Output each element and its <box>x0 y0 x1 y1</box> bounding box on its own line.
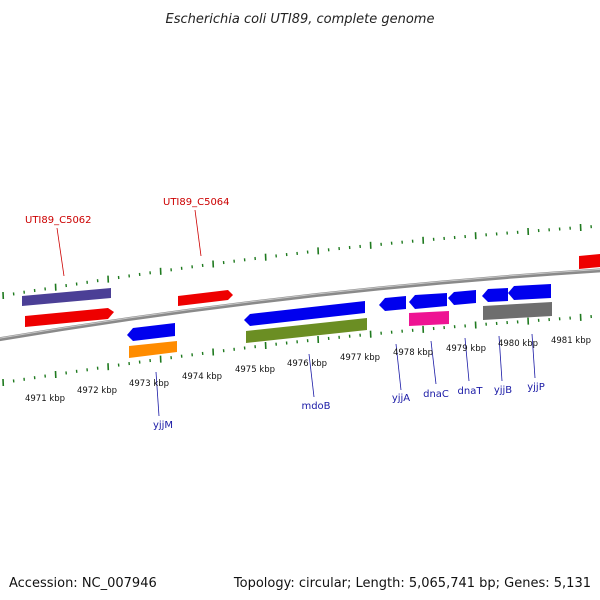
lower-leader-lines <box>155 333 536 417</box>
gene-feature[interactable] <box>178 290 233 306</box>
gene-feature[interactable] <box>379 296 406 311</box>
gene-label[interactable]: yjjM <box>153 420 173 431</box>
gene-feature[interactable] <box>579 254 600 269</box>
gene-feature[interactable] <box>127 323 175 341</box>
kbp-label: 4981 kbp <box>551 336 591 346</box>
gene-feature[interactable] <box>129 341 177 358</box>
gene-feature[interactable] <box>409 311 449 326</box>
gene-label[interactable]: yjjA <box>392 393 410 404</box>
gene-feature[interactable] <box>508 284 551 300</box>
gene-label[interactable]: mdoB <box>301 401 330 412</box>
gene-feature[interactable] <box>246 318 367 343</box>
kbp-label: 4975 kbp <box>235 365 275 375</box>
gene-label[interactable]: UTI89_C5062 <box>25 215 92 226</box>
gene-feature[interactable] <box>483 302 552 320</box>
kbp-label: 4976 kbp <box>287 359 327 369</box>
kbp-label: 4977 kbp <box>340 353 380 363</box>
kbp-label: 4973 kbp <box>129 379 169 389</box>
gene-label[interactable]: dnaC <box>423 389 449 400</box>
kbp-label: 4974 kbp <box>182 372 222 382</box>
gene-label[interactable]: dnaT <box>458 386 484 397</box>
gene-feature[interactable] <box>22 288 111 306</box>
gene-label[interactable]: yjjP <box>527 382 545 393</box>
kbp-label: 4979 kbp <box>446 344 486 354</box>
gene-label[interactable]: yjjB <box>494 385 512 396</box>
gene-feature[interactable] <box>482 288 508 302</box>
upper-tick-rail <box>2 223 592 300</box>
lower-tick-rail <box>2 313 592 387</box>
gene-feature[interactable] <box>25 308 114 327</box>
upper-strand-genes <box>22 254 600 327</box>
lower-strand-genes <box>127 302 552 358</box>
upper-leader-lines <box>56 209 202 277</box>
kbp-label: 4978 kbp <box>393 348 433 358</box>
map-title: Escherichia coli UTI89, complete genome <box>166 12 435 27</box>
accession-text: Accession: NC_007946 <box>9 576 157 591</box>
gene-feature[interactable] <box>409 293 447 309</box>
genome-summary-text: Topology: circular; Length: 5,065,741 bp… <box>233 576 591 591</box>
gene-feature[interactable] <box>448 290 476 305</box>
kbp-label: 4971 kbp <box>25 394 65 404</box>
kbp-label: 4972 kbp <box>77 386 117 396</box>
gene-feature[interactable] <box>244 301 365 326</box>
gene-label[interactable]: UTI89_C5064 <box>163 197 230 208</box>
kbp-label: 4980 kbp <box>498 339 538 349</box>
genome-backbone <box>0 268 600 342</box>
